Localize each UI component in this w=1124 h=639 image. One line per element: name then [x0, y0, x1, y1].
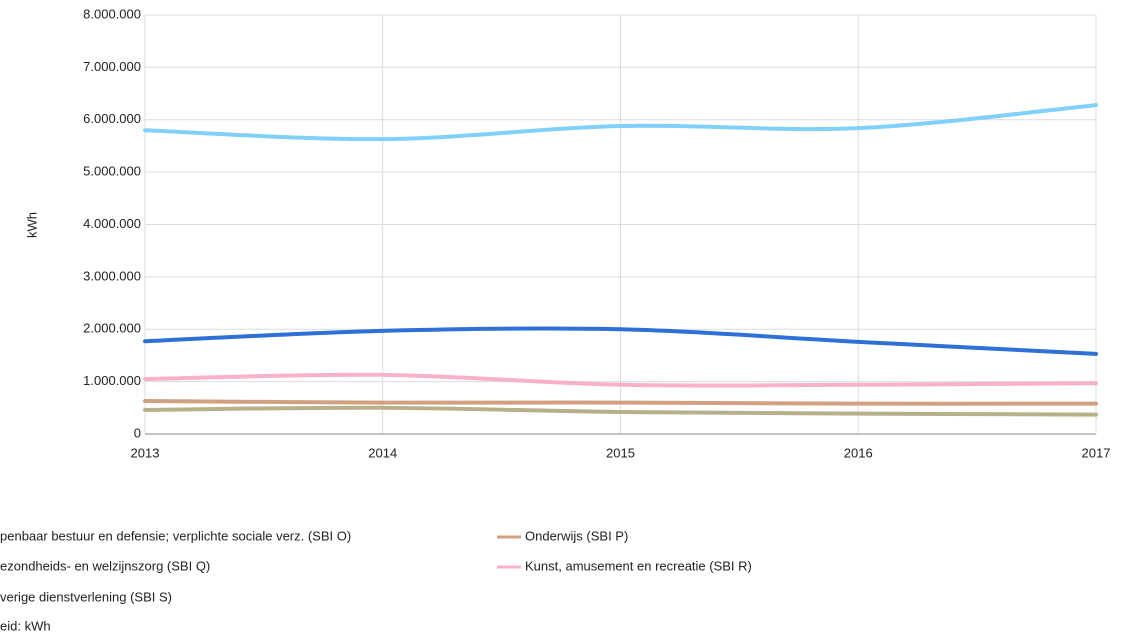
y-tick-label: 8.000.000: [83, 6, 141, 21]
y-tick-label: 0: [134, 425, 141, 440]
series-line: [143, 405, 1098, 417]
series-line: [143, 326, 1098, 356]
y-tick-label: 4.000.000: [83, 216, 141, 231]
y-tick-label: 6.000.000: [83, 111, 141, 126]
legend-label: verige dienstverlening (SBI S): [0, 589, 172, 604]
y-tick-label: 7.000.000: [83, 59, 141, 74]
x-tick-label: 2016: [844, 445, 873, 460]
series-line: [143, 399, 1098, 406]
unit-note: eid: kWh: [0, 618, 51, 633]
series-line: [143, 103, 1098, 142]
y-tick-label: 1.000.000: [83, 373, 141, 388]
y-axis-label: kWh: [24, 212, 39, 238]
x-tick-label: 2017: [1082, 445, 1111, 460]
x-tick-label: 2013: [131, 445, 160, 460]
y-tick-label: 5.000.000: [83, 164, 141, 179]
x-tick-label: 2014: [368, 445, 397, 460]
legend-label: ezondheids- en welzijnszorg (SBI Q): [0, 558, 210, 573]
y-tick-label: 3.000.000: [83, 268, 141, 283]
x-tick-label: 2015: [606, 445, 635, 460]
legend-label: Kunst, amusement en recreatie (SBI R): [525, 558, 752, 573]
legend-label: penbaar bestuur en defensie; verplichte …: [0, 528, 351, 543]
legend-label: Onderwijs (SBI P): [525, 528, 628, 543]
series-line: [143, 372, 1098, 388]
y-tick-label: 2.000.000: [83, 321, 141, 336]
